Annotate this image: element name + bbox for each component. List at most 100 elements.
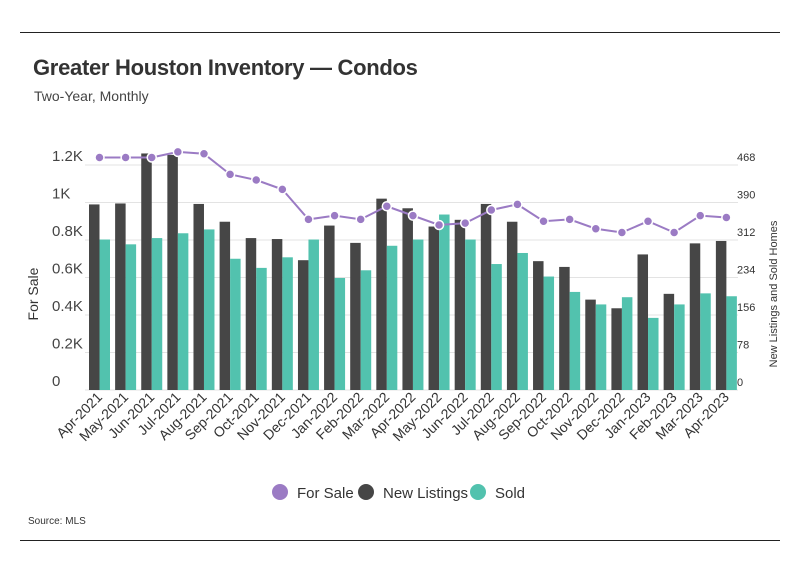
top-rule	[20, 32, 780, 33]
for-sale-point	[94, 152, 105, 163]
sold-bar	[203, 229, 215, 390]
for-sale-point	[668, 227, 680, 238]
legend: For Sale New Listings Sold	[272, 484, 525, 502]
bottom-rule	[20, 540, 780, 541]
new-listings-bar	[454, 219, 466, 390]
new-listings-bar	[663, 293, 675, 390]
sold-bar	[517, 252, 528, 390]
for-sale-point	[250, 174, 262, 186]
new-listings-bar	[193, 203, 204, 390]
new-listings-bar	[533, 261, 544, 390]
new-listings-bar	[611, 308, 622, 390]
right-tick-label: 234	[737, 265, 755, 277]
new-listings-bar	[402, 208, 413, 390]
new-listings-bar	[271, 239, 283, 390]
left-tick-label: 0.4K	[52, 298, 83, 315]
sold-bar	[621, 297, 633, 390]
sold-bar	[151, 238, 163, 390]
for-sale-point	[590, 223, 602, 234]
legend-swatch	[358, 484, 374, 500]
sold-bar	[465, 239, 476, 390]
new-listings-bar	[89, 204, 100, 390]
sold-bar	[491, 264, 502, 390]
x-axis-labels: Apr-2021May-2021Jun-2021Jul-2021Aug-2021…	[53, 389, 732, 444]
sold-bar	[256, 267, 267, 390]
left-tick-label: 0.2K	[52, 336, 83, 353]
sold-bar	[360, 270, 372, 390]
legend-label: New Listings	[383, 485, 468, 502]
for-sale-point	[407, 210, 419, 221]
left-axis-ticks: 0 0.2K 0.4K 0.6K 0.8K 1K 1.2K	[52, 148, 83, 390]
sold-bar	[99, 239, 110, 390]
right-axis-title: New Listings and Sold Homes	[768, 220, 780, 367]
sold-bar	[308, 239, 319, 390]
sold-bar	[726, 296, 737, 390]
new-listings-bar	[506, 221, 518, 390]
new-listings-bar	[637, 254, 649, 390]
new-listings-bar	[297, 260, 309, 390]
source-note: Source: MLS	[28, 516, 86, 527]
left-tick-label: 1K	[52, 186, 70, 203]
for-sale-point	[224, 169, 236, 180]
sold-bar	[230, 258, 241, 390]
sold-bar	[700, 293, 711, 390]
new-listings-bar	[715, 240, 727, 390]
new-listings-bar	[350, 242, 361, 390]
new-listings-bar	[428, 226, 440, 390]
for-sale-point	[616, 227, 628, 238]
for-sale-point	[721, 212, 732, 223]
left-tick-label: 0.6K	[52, 261, 83, 278]
new-listings-bar	[376, 198, 387, 390]
for-sale-point	[642, 216, 654, 227]
right-tick-label: 78	[737, 340, 749, 352]
for-sale-point	[355, 214, 366, 225]
new-listings-bar	[559, 266, 570, 390]
right-tick-label: 468	[737, 152, 755, 164]
left-tick-label: 0	[52, 373, 60, 390]
new-listings-bar	[219, 221, 231, 390]
sold-bar	[412, 239, 424, 390]
for-sale-point	[381, 201, 393, 212]
sold-bar	[595, 304, 607, 390]
left-axis-title: For Sale	[25, 267, 41, 320]
new-listings-bar	[115, 203, 126, 390]
left-tick-label: 1.2K	[52, 148, 83, 165]
bars	[89, 153, 737, 390]
for-sale-point	[695, 210, 706, 221]
for-sale-point	[538, 216, 549, 227]
sold-bar	[569, 291, 581, 390]
sold-bar	[125, 244, 137, 390]
for-sale-point	[459, 217, 471, 229]
legend-swatch	[272, 484, 288, 500]
for-sale-point	[303, 214, 314, 225]
sold-bar	[282, 257, 293, 390]
right-tick-label: 312	[737, 227, 755, 239]
for-sale-line	[94, 146, 732, 238]
new-listings-bar	[245, 238, 257, 390]
for-sale-point	[433, 219, 445, 231]
for-sale-point	[329, 210, 340, 221]
right-axis-ticks: 0 78 156 234 312 390 468	[737, 152, 755, 389]
right-tick-label: 156	[737, 302, 755, 314]
legend-label: Sold	[495, 485, 525, 502]
sold-bar	[439, 214, 450, 390]
for-sale-point	[277, 184, 288, 195]
for-sale-point	[512, 199, 523, 210]
sold-bar	[177, 233, 189, 390]
for-sale-point	[486, 204, 497, 216]
new-listings-bar	[167, 154, 178, 390]
for-sale-point	[564, 214, 575, 225]
sold-bar	[543, 276, 555, 390]
for-sale-point	[172, 146, 184, 158]
legend-swatch	[470, 484, 486, 500]
right-tick-label: 390	[737, 190, 755, 202]
legend-label: For Sale	[297, 485, 354, 502]
sold-bar	[334, 277, 346, 390]
for-sale-point	[120, 152, 131, 163]
new-listings-bar	[585, 299, 596, 390]
chart-subtitle: Two-Year, Monthly	[34, 88, 149, 104]
sold-bar	[648, 317, 659, 390]
for-sale-point	[198, 148, 210, 159]
for-sale-point	[146, 152, 157, 163]
